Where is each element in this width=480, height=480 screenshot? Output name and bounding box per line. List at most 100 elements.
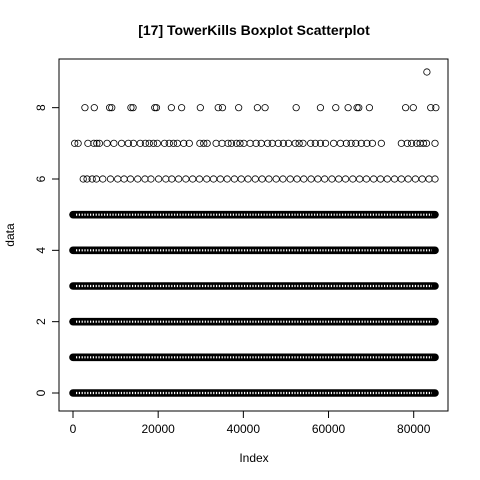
data-point xyxy=(363,176,369,182)
data-point xyxy=(247,140,253,146)
x-tick-label: 40000 xyxy=(227,422,261,436)
data-point xyxy=(254,104,260,110)
data-point xyxy=(259,176,265,182)
y-tick-label: 0 xyxy=(34,389,48,396)
data-point xyxy=(197,104,203,110)
data-point xyxy=(321,176,327,182)
data-point xyxy=(196,176,202,182)
y-axis-label: data xyxy=(3,223,17,247)
data-point xyxy=(219,140,225,146)
data-point xyxy=(269,140,275,146)
data-point xyxy=(280,176,286,182)
data-point xyxy=(224,176,230,182)
data-point xyxy=(350,176,356,182)
x-tick-label: 60000 xyxy=(312,422,346,436)
data-point xyxy=(293,104,299,110)
data-point xyxy=(111,140,117,146)
data-point xyxy=(330,140,336,146)
data-point xyxy=(301,176,307,182)
data-point xyxy=(231,176,237,182)
data-point xyxy=(150,140,156,146)
x-axis-label: Index xyxy=(239,451,268,465)
data-point xyxy=(419,176,425,182)
data-points xyxy=(72,69,440,182)
data-point xyxy=(163,176,169,182)
data-point xyxy=(238,176,244,182)
data-point xyxy=(402,104,408,110)
data-point xyxy=(107,176,113,182)
data-point xyxy=(121,176,127,182)
x-axis: 0 20000 40000 60000 80000 xyxy=(70,411,431,436)
data-point xyxy=(405,176,411,182)
data-point xyxy=(118,140,124,146)
data-point xyxy=(235,104,241,110)
data-point xyxy=(169,176,175,182)
data-point xyxy=(252,176,258,182)
data-point xyxy=(384,176,390,182)
y-tick-label: 2 xyxy=(34,318,48,325)
data-point xyxy=(155,176,161,182)
data-point xyxy=(378,140,384,146)
data-point xyxy=(391,176,397,182)
data-point xyxy=(424,69,430,75)
data-point xyxy=(170,140,176,146)
data-point xyxy=(174,140,180,146)
data-point xyxy=(266,176,272,182)
data-point xyxy=(197,140,203,146)
data-point xyxy=(82,104,88,110)
data-point xyxy=(135,176,141,182)
x-tick-label: 80000 xyxy=(397,422,431,436)
data-point xyxy=(432,140,438,146)
data-point xyxy=(245,176,251,182)
data-point xyxy=(189,176,195,182)
x-tick-label: 20000 xyxy=(141,422,175,436)
data-point xyxy=(296,140,302,146)
data-point xyxy=(308,176,314,182)
data-point xyxy=(356,176,362,182)
data-point xyxy=(104,140,110,146)
data-point xyxy=(287,176,293,182)
data-point xyxy=(91,104,97,110)
data-point xyxy=(377,176,383,182)
data-point xyxy=(80,176,86,182)
y-tick-label: 8 xyxy=(34,104,48,111)
data-point xyxy=(398,140,404,146)
data-point xyxy=(345,104,351,110)
y-tick-label: 6 xyxy=(34,175,48,182)
data-point xyxy=(100,176,106,182)
data-point xyxy=(342,176,348,182)
data-point xyxy=(183,176,189,182)
data-point xyxy=(412,176,418,182)
data-point xyxy=(175,176,181,182)
data-point xyxy=(410,104,416,110)
data-point xyxy=(337,140,343,146)
chart-title: [17] TowerKills Boxplot Scatterplot xyxy=(138,22,370,38)
data-point xyxy=(292,140,298,146)
data-point xyxy=(398,176,404,182)
data-point xyxy=(315,176,321,182)
data-point xyxy=(142,176,148,182)
data-point xyxy=(210,176,216,182)
data-point xyxy=(93,176,99,182)
dense-bands xyxy=(73,215,435,393)
y-axis: 0 2 4 6 8 xyxy=(34,104,59,396)
data-point xyxy=(115,176,121,182)
data-point xyxy=(213,140,219,146)
data-point xyxy=(294,176,300,182)
data-point xyxy=(241,140,247,146)
data-point xyxy=(432,176,438,182)
y-tick-label: 4 xyxy=(34,247,48,254)
data-point xyxy=(366,104,372,110)
data-point xyxy=(127,176,133,182)
data-point xyxy=(300,140,306,146)
data-point xyxy=(85,140,91,146)
data-point xyxy=(370,176,376,182)
data-point xyxy=(262,104,268,110)
data-point xyxy=(329,176,335,182)
data-point xyxy=(178,104,184,110)
data-point xyxy=(273,176,279,182)
data-point xyxy=(219,104,225,110)
data-point xyxy=(204,176,210,182)
data-point xyxy=(168,104,174,110)
